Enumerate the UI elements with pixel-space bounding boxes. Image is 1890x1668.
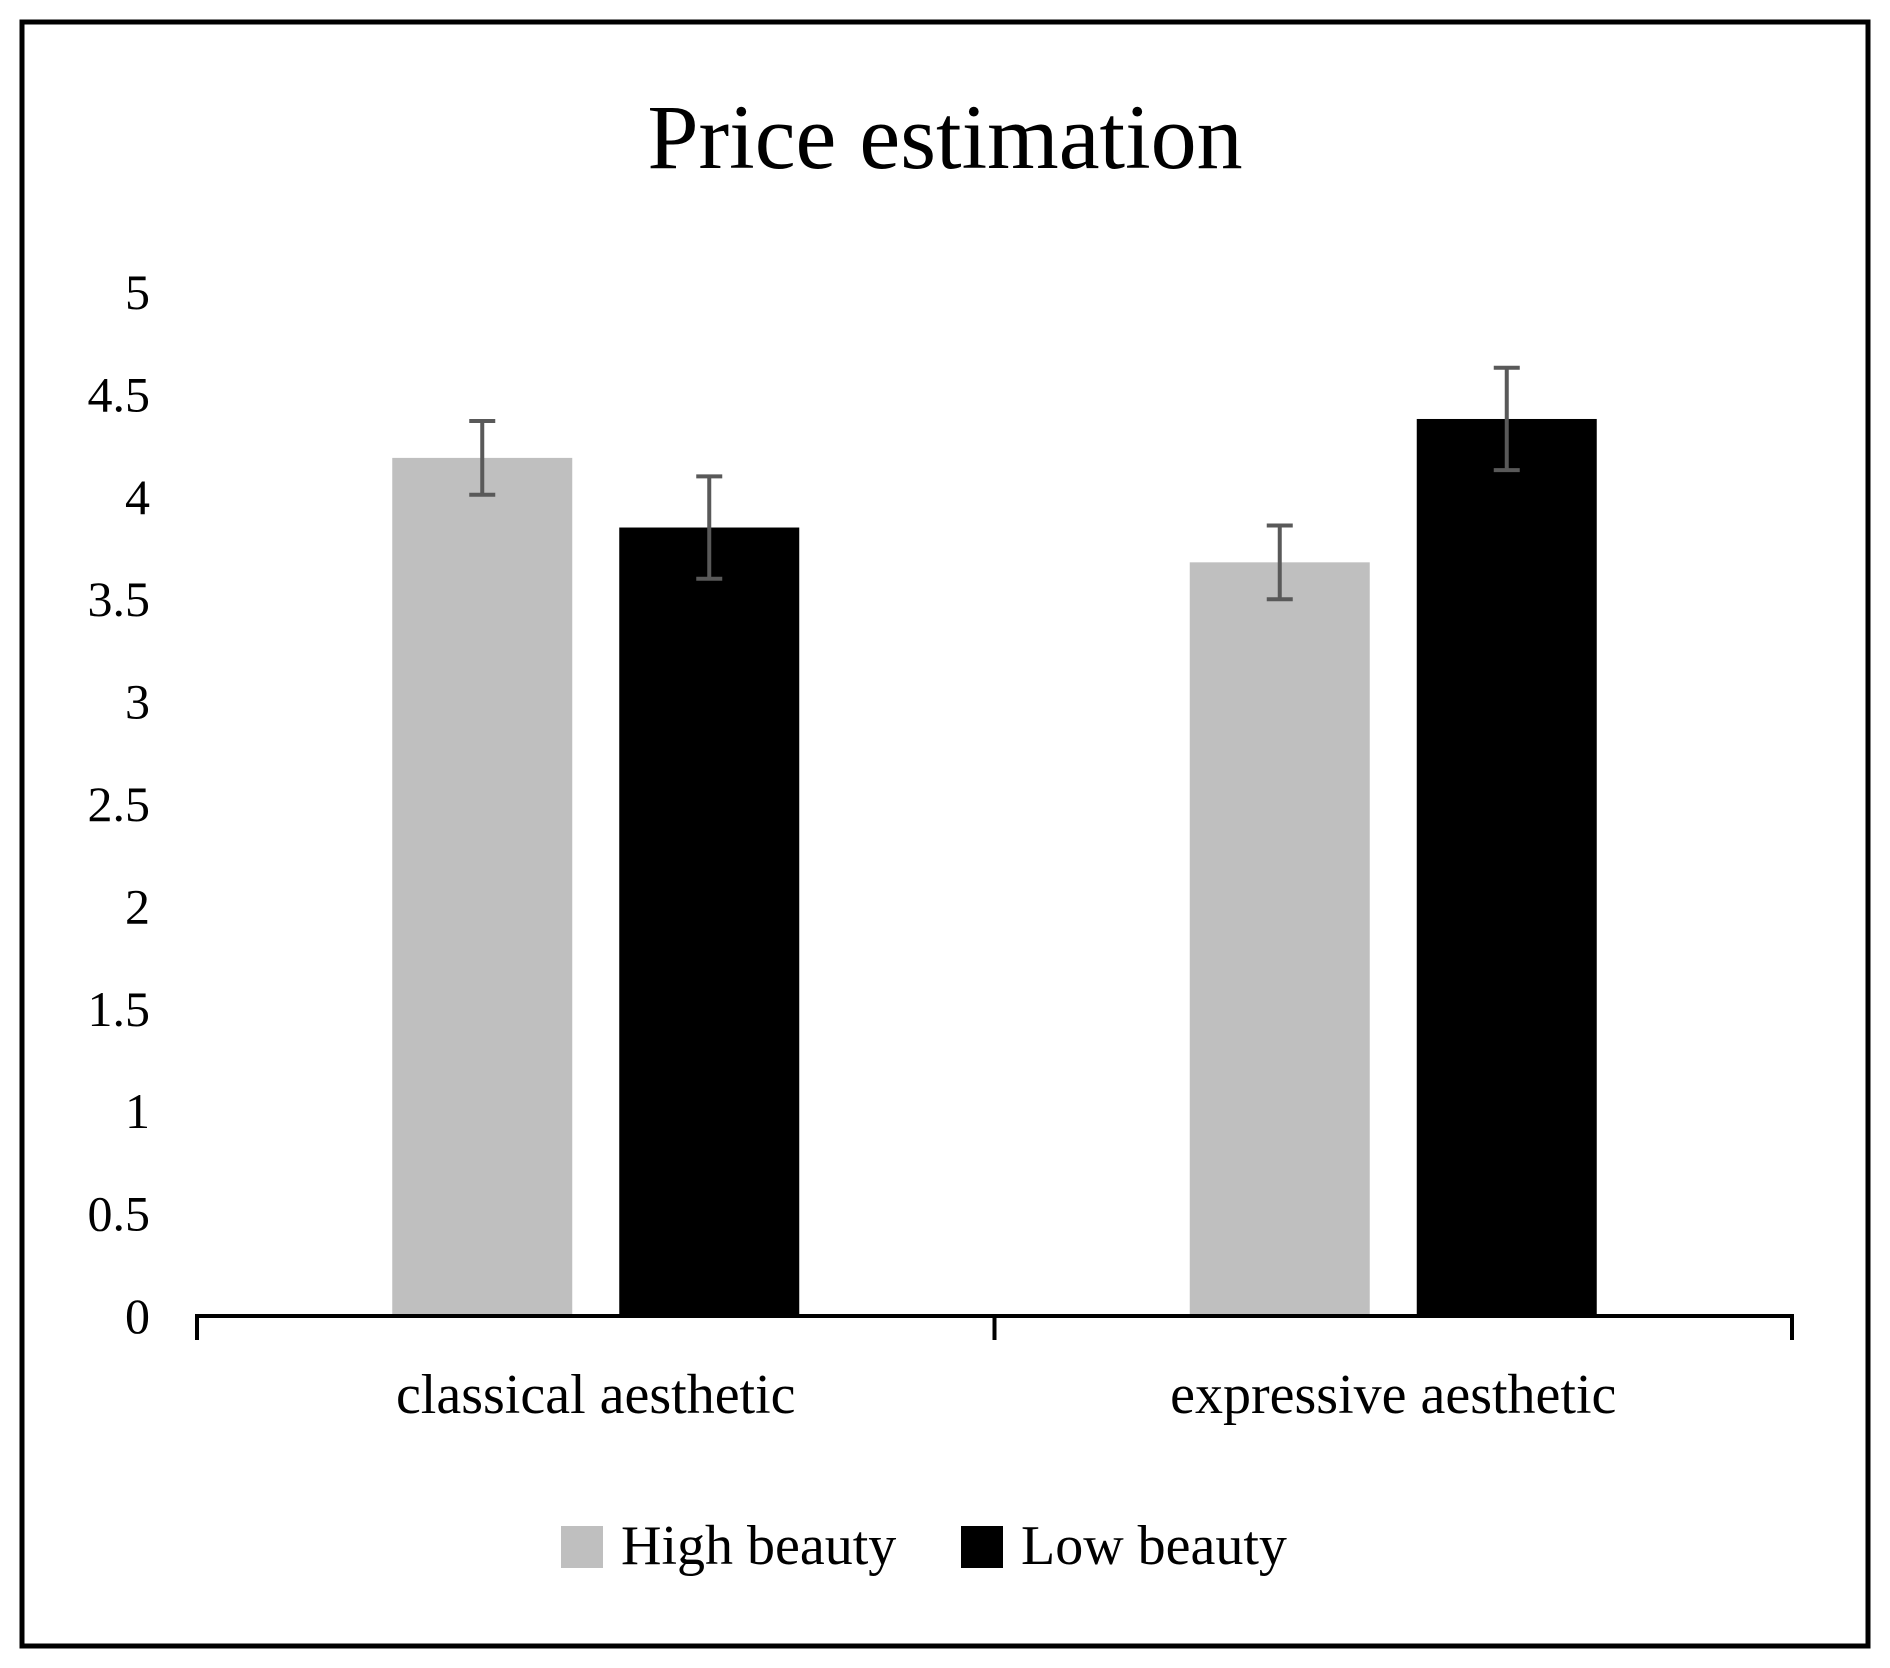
legend-swatch — [961, 1526, 1003, 1568]
y-tick-label: 0.5 — [88, 1186, 151, 1242]
y-tick-label: 0 — [125, 1288, 150, 1344]
legend-swatch — [561, 1526, 603, 1568]
error-bar — [469, 419, 496, 497]
x-axis — [195, 1314, 1794, 1340]
y-tick-label: 2 — [125, 878, 150, 934]
bar-low-beauty-1 — [619, 527, 800, 1316]
bar-low-beauty-2 — [1416, 418, 1597, 1316]
y-tick-label: 1.5 — [88, 981, 151, 1037]
error-bar — [1266, 523, 1293, 602]
y-tick-label: 5 — [125, 264, 150, 320]
y-tick-label: 3.5 — [88, 571, 151, 627]
legend: High beauty Low beauty — [561, 1515, 1287, 1577]
legend-label: High beauty — [621, 1515, 896, 1577]
y-tick-label: 1 — [125, 1083, 150, 1139]
y-tick-label: 4.5 — [88, 366, 151, 422]
legend-label: Low beauty — [1021, 1515, 1287, 1577]
x-category-label: classical aesthetic — [396, 1364, 796, 1426]
bars — [392, 418, 1597, 1316]
error-bar — [1493, 365, 1520, 473]
y-axis-tick-labels: 0 0.5 1 1.5 2 2.5 3 3.5 4 4.5 5 — [88, 264, 151, 1344]
x-axis-category-labels: classical aesthetic expressive aesthetic — [396, 1364, 1616, 1426]
y-tick-label: 2.5 — [88, 776, 151, 832]
x-category-label: expressive aesthetic — [1170, 1364, 1616, 1426]
chart-title: Price estimation — [647, 86, 1242, 188]
y-tick-label: 3 — [125, 674, 150, 730]
bar-high-beauty-2 — [1189, 562, 1370, 1316]
bar-high-beauty-1 — [392, 457, 573, 1316]
error-bar — [696, 474, 723, 581]
error-bars — [469, 365, 1520, 602]
y-tick-label: 4 — [125, 469, 150, 525]
